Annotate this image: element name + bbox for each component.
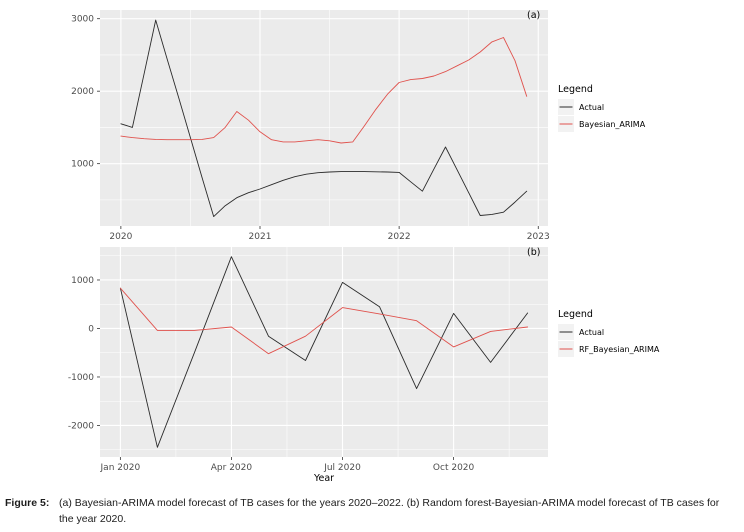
plot-panel-background: [100, 247, 548, 457]
y-tick-label: 0: [88, 324, 94, 334]
panel-tag: (a): [527, 10, 540, 21]
chart-panel-a: 2020 2021 2022 2023 1000 2000 3000 (a) Legend Act…: [71, 10, 646, 240]
x-tick-label: 2023: [527, 232, 550, 240]
x-tick-label: 2021: [249, 232, 272, 240]
y-tick-label: 3000: [71, 15, 94, 25]
y-tick-label: 1000: [71, 276, 94, 286]
legend-title: Legend: [558, 309, 593, 320]
plot-panel-background: [100, 10, 548, 226]
legend-title: Legend: [558, 84, 593, 95]
y-tick-label: -1000: [68, 373, 94, 383]
series-line-bayesian_arima: [120, 37, 528, 144]
legend-entry-label: Actual: [579, 328, 604, 337]
x-tick-label: Oct 2020: [433, 463, 475, 473]
y-tick-label: -2000: [68, 421, 94, 431]
y-tick-label: 1000: [71, 160, 94, 170]
figure-caption-label: Figure 5:: [5, 497, 50, 509]
x-tick-label: 2022: [388, 232, 411, 240]
figure-caption-text: (a) Bayesian-ARIMA model forecast of TB …: [59, 497, 720, 525]
x-tick-label: Jul 2020: [323, 463, 361, 473]
legend-entry-label: RF_Bayesian_ARIMA: [579, 345, 660, 354]
series-line-actual: [120, 19, 528, 218]
series-line-rf_bayesian_arima: [119, 287, 529, 355]
x-tick-label: Apr 2020: [211, 463, 253, 473]
x-tick-label: Jan 2020: [100, 463, 141, 473]
legend-entry-label: Actual: [579, 103, 604, 112]
panel-tag: (b): [527, 247, 540, 258]
x-tick-label: 2020: [109, 232, 132, 240]
legend-entry-label: Bayesian_ARIMA: [579, 120, 646, 129]
chart-panel-b: Jan 2020 Apr 2020 Jul 2020 Oct 2020 -2000 -10…: [68, 247, 660, 484]
x-axis-title: Year: [313, 473, 334, 484]
y-tick-label: 2000: [71, 87, 94, 97]
figure-caption: Figure 5: (a) Bayesian-ARIMA model forec…: [5, 496, 744, 528]
